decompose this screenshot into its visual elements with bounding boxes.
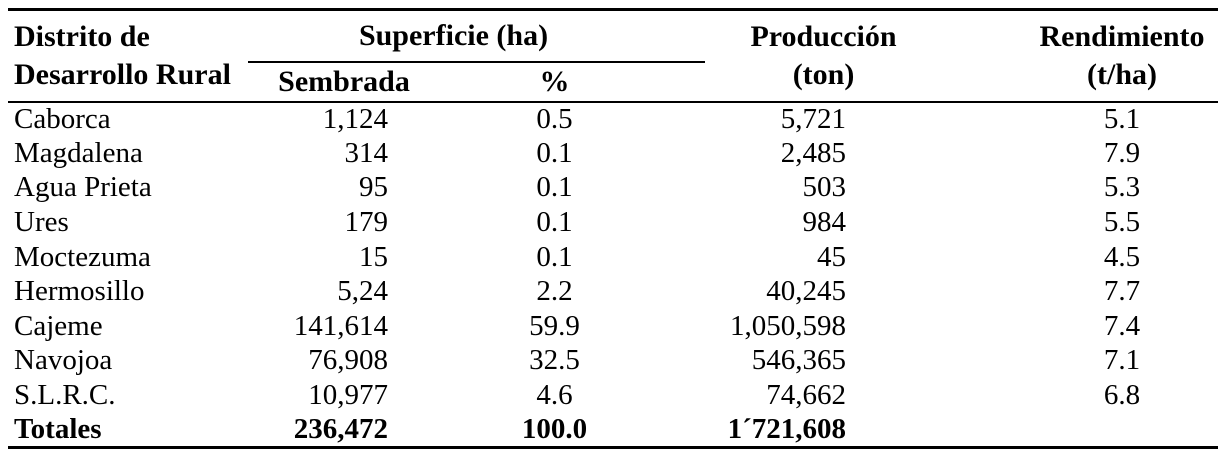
cell-percent: 4.6 (536, 379, 573, 412)
cell-sembrada-total: 236,472 (293, 412, 388, 445)
header-percent: % (458, 61, 706, 103)
cell-produccion: 1,050,598 (730, 309, 847, 342)
cell-percent: 0.1 (536, 136, 573, 169)
cell-produccion-total: 1´721,608 (727, 412, 847, 445)
table-row: Caborca 1,124 0.5 5,721 5.1 (8, 102, 1218, 137)
cell-rendimiento-total (988, 413, 1218, 448)
header-produccion-line2: (ton) (792, 57, 855, 91)
header-sembrada: Sembrada (248, 61, 458, 103)
cell-rendimiento: 7.9 (1103, 136, 1141, 169)
cell-rendimiento: 7.7 (1103, 275, 1141, 308)
cell-sembrada: 10,977 (308, 379, 388, 412)
cell-sembrada: 179 (344, 206, 389, 239)
cell-rendimiento: 5.3 (1103, 171, 1141, 204)
cell-sembrada: 95 (359, 171, 388, 204)
cell-produccion: 2,485 (780, 136, 847, 169)
cell-percent: 0.5 (536, 102, 573, 135)
cell-sembrada: 141,614 (293, 309, 388, 342)
cell-percent: 0.1 (536, 240, 573, 273)
header-produccion: Producción (ton) (705, 9, 989, 103)
cell-produccion: 984 (802, 206, 847, 239)
table-row: S.L.R.C. 10,977 4.6 74,662 6.8 (8, 378, 1218, 413)
cell-district: Hermosillo (14, 275, 145, 308)
cell-percent: 32.5 (529, 344, 580, 377)
cell-sembrada: 314 (344, 136, 389, 169)
cell-percent: 2.2 (536, 275, 573, 308)
cell-produccion: 74,662 (766, 379, 847, 412)
cell-rendimiento: 5.5 (1103, 206, 1141, 239)
table-row: Hermosillo 5,24 2.2 40,245 7.7 (8, 274, 1218, 309)
header-rendimiento: Rendimiento (t/ha) (988, 9, 1219, 103)
header-district-line2: Desarrollo Rural (14, 57, 231, 91)
cell-percent: 0.1 (536, 206, 573, 239)
table-row: Navojoa 76,908 32.5 546,365 7.1 (8, 344, 1218, 379)
cell-district: Ures (14, 206, 69, 239)
cell-district: S.L.R.C. (14, 379, 116, 412)
table-row: Agua Prieta 95 0.1 503 5.3 (8, 171, 1218, 206)
cell-district: Magdalena (14, 136, 143, 169)
table-row: Magdalena 314 0.1 2,485 7.9 (8, 136, 1218, 171)
cell-produccion: 5,721 (780, 102, 847, 135)
agriculture-districts-table: Distrito de Desarrollo Rural Superficie … (8, 8, 1219, 449)
cell-produccion: 40,245 (766, 275, 847, 308)
cell-rendimiento: 4.5 (1103, 240, 1141, 273)
cell-produccion: 546,365 (751, 344, 847, 377)
header-rendimiento-line2: (t/ha) (1087, 57, 1158, 91)
cell-sembrada: 76,908 (308, 344, 388, 377)
cell-district: Agua Prieta (14, 171, 152, 204)
cell-produccion: 45 (817, 240, 847, 273)
cell-district: Navojoa (14, 344, 113, 377)
table-row-totals: Totales 236,472 100.0 1´721,608 (8, 413, 1218, 448)
cell-district: Moctezuma (14, 240, 151, 273)
table-row: Cajeme 141,614 59.9 1,050,598 7.4 (8, 309, 1218, 344)
cell-rendimiento: 5.1 (1103, 102, 1141, 135)
cell-district: Cajeme (14, 309, 103, 342)
cell-rendimiento: 7.4 (1103, 309, 1141, 342)
cell-produccion: 503 (802, 171, 847, 204)
cell-sembrada: 15 (359, 240, 388, 273)
table-header: Distrito de Desarrollo Rural Superficie … (8, 9, 1219, 103)
table-row: Moctezuma 15 0.1 45 4.5 (8, 240, 1218, 275)
cell-district-total: Totales (14, 412, 102, 445)
cell-rendimiento: 7.1 (1103, 344, 1141, 377)
table-body: Caborca 1,124 0.5 5,721 5.1 Magdalena 31… (8, 102, 1218, 448)
cell-percent: 0.1 (536, 171, 573, 204)
header-rendimiento-line1: Rendimiento (1039, 19, 1205, 53)
header-district-line1: Distrito de (14, 19, 150, 53)
table-row: Ures 179 0.1 984 5.5 (8, 205, 1218, 240)
cell-percent-total: 100.0 (521, 412, 588, 445)
cell-sembrada: 1,124 (322, 102, 388, 135)
header-produccion-line1: Producción (750, 19, 897, 53)
cell-percent: 59.9 (529, 309, 580, 342)
cell-sembrada: 5,24 (337, 275, 388, 308)
header-district: Distrito de Desarrollo Rural (8, 9, 248, 103)
header-superficie-group: Superficie (ha) (248, 9, 706, 63)
cell-rendimiento: 6.8 (1103, 379, 1141, 412)
cell-district: Caborca (14, 102, 111, 135)
